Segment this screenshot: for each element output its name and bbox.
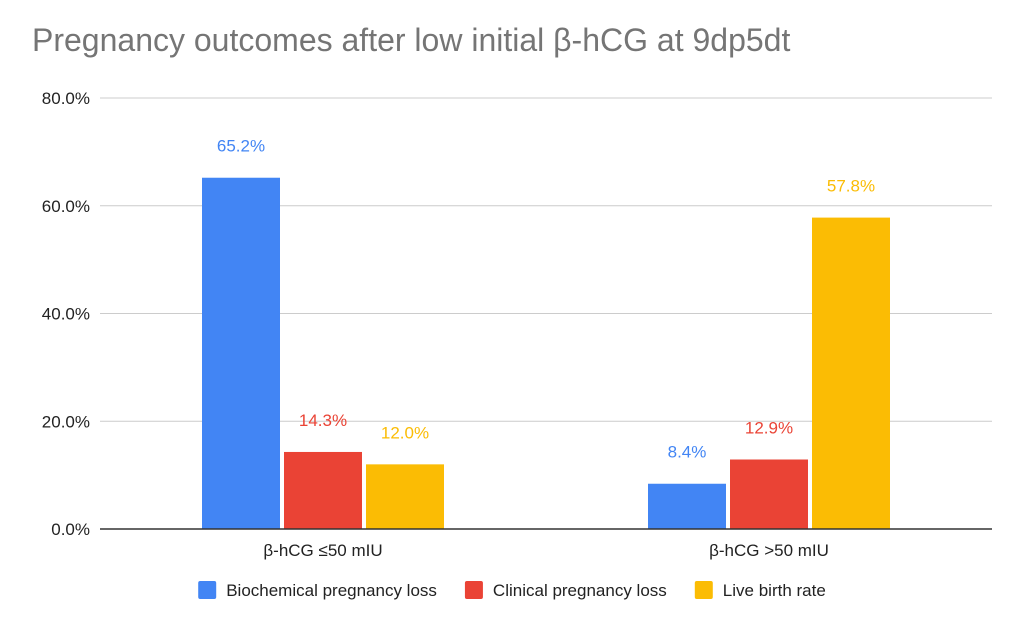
- data-label: 57.8%: [827, 177, 875, 196]
- legend-swatch: [198, 581, 217, 599]
- y-tick-label: 20.0%: [42, 412, 90, 431]
- legend-swatch: [464, 581, 483, 599]
- bar: [366, 464, 444, 529]
- y-axis-ticks: 0.0% 20.0% 40.0% 60.0% 80.0%: [42, 89, 90, 539]
- x-axis: β-hCG ≤50 mIU β-hCG >50 mIU: [100, 528, 992, 560]
- y-tick-label: 60.0%: [42, 197, 90, 216]
- x-tick-label: β-hCG ≤50 mIU: [263, 541, 382, 560]
- y-tick-label: 0.0%: [51, 520, 90, 539]
- data-label: 12.0%: [381, 423, 429, 442]
- legend-item: Clinical pregnancy loss: [464, 581, 667, 600]
- legend: Biochemical pregnancy loss Clinical pregn…: [198, 581, 826, 600]
- legend-label: Live birth rate: [723, 581, 826, 600]
- chart-title: Pregnancy outcomes after low initial β-h…: [32, 22, 791, 58]
- data-label: 14.3%: [299, 411, 347, 430]
- bars: [202, 177, 890, 530]
- bar: [284, 451, 362, 529]
- y-tick-label: 40.0%: [42, 305, 90, 324]
- legend-label: Biochemical pregnancy loss: [226, 581, 437, 600]
- bar: [730, 459, 808, 529]
- bar: [202, 177, 280, 530]
- data-label: 65.2%: [217, 137, 265, 156]
- legend-item: Live birth rate: [694, 581, 826, 600]
- bar: [812, 217, 890, 530]
- legend-label: Clinical pregnancy loss: [493, 581, 667, 600]
- legend-swatch: [694, 581, 713, 599]
- data-labels: 65.2% 14.3% 12.0% 8.4% 12.9% 57.8%: [217, 137, 875, 462]
- legend-item: Biochemical pregnancy loss: [198, 581, 437, 600]
- data-label: 12.9%: [745, 419, 793, 438]
- bar: [648, 483, 726, 529]
- y-tick-label: 80.0%: [42, 89, 90, 108]
- x-tick-label: β-hCG >50 mIU: [709, 541, 829, 560]
- data-label: 8.4%: [668, 443, 707, 462]
